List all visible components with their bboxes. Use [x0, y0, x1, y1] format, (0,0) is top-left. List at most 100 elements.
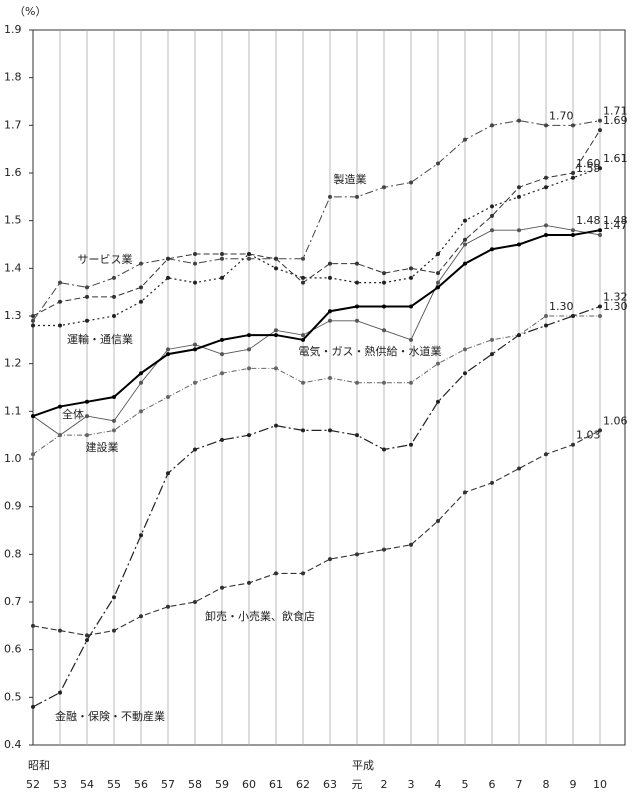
x-tick-label: 6 [489, 778, 496, 791]
x-tick-label: 63 [323, 778, 337, 791]
y-tick-label: 1.5 [4, 214, 22, 227]
data-point [247, 580, 251, 585]
series-line [32, 429, 601, 636]
value-label: 1.61 [603, 152, 628, 165]
data-point [598, 118, 602, 123]
value-label: 1.60 [576, 157, 601, 170]
series-line [33, 167, 601, 327]
data-point [58, 628, 62, 633]
data-point [517, 228, 521, 233]
data-point [355, 380, 359, 385]
data-point [544, 175, 548, 180]
data-point [490, 247, 494, 252]
data-point [139, 261, 143, 266]
data-point [166, 471, 170, 476]
data-point [274, 423, 278, 428]
data-point [436, 280, 440, 285]
data-point [58, 690, 62, 695]
data-point [463, 261, 467, 266]
data-point [112, 275, 116, 280]
data-point [274, 366, 278, 371]
y-tick-label: 0.5 [4, 690, 22, 703]
x-tick-label: 59 [215, 778, 229, 791]
data-point [571, 442, 575, 447]
series-name: 製造業 [334, 172, 367, 186]
data-point [274, 571, 278, 576]
data-point [355, 261, 359, 266]
data-point [220, 256, 224, 261]
data-point [85, 318, 89, 323]
data-point [301, 280, 305, 285]
data-point [112, 395, 116, 400]
data-point [328, 428, 332, 433]
data-point [139, 380, 143, 385]
data-point [301, 571, 305, 576]
data-point [598, 428, 602, 433]
data-point [301, 275, 305, 280]
y-tick-label: 1.9 [4, 23, 22, 36]
data-point [220, 437, 224, 442]
series-name: 建設業 [86, 440, 119, 454]
data-point [112, 314, 116, 318]
data-point [193, 447, 197, 452]
y-tick-label: 0.7 [4, 595, 22, 608]
y-tick-label: 1.4 [4, 261, 22, 274]
data-point [409, 275, 413, 280]
x-tick-label: 61 [269, 778, 283, 791]
data-point [544, 452, 548, 457]
data-point [193, 342, 197, 347]
data-point [112, 595, 116, 600]
data-point [571, 123, 575, 128]
data-point [301, 428, 305, 433]
data-point [139, 299, 143, 304]
era-label: 平成 [352, 759, 374, 772]
data-point [571, 171, 575, 175]
data-point [571, 314, 575, 318]
data-point [382, 380, 386, 385]
x-tick-label: 58 [188, 778, 202, 791]
data-point [544, 314, 548, 318]
data-point [193, 600, 197, 604]
data-point [85, 633, 89, 638]
data-point [274, 266, 278, 271]
data-point [193, 280, 197, 285]
data-point [328, 261, 332, 266]
data-point [409, 380, 413, 385]
data-point [463, 347, 467, 352]
x-tick-label: 52 [26, 778, 40, 791]
data-point [220, 352, 224, 357]
data-point [436, 285, 440, 290]
data-point [544, 185, 548, 190]
x-tick-label: 3 [408, 778, 415, 791]
value-label: 1.47 [603, 219, 628, 232]
x-tick-label: 4 [435, 778, 442, 791]
data-point [139, 371, 143, 376]
data-point [166, 347, 170, 352]
data-point [31, 314, 35, 318]
data-point [436, 399, 440, 404]
x-tick-label: 元 [352, 778, 363, 791]
series-name: 運輸・通信業 [67, 332, 133, 346]
data-point [328, 309, 332, 314]
data-point [166, 256, 170, 261]
value-label: 1.30 [549, 300, 574, 313]
data-point [382, 185, 386, 190]
data-point [112, 294, 116, 299]
series-line [32, 229, 601, 418]
data-point [517, 194, 521, 199]
y-tick-label: 1.6 [4, 166, 22, 179]
data-point [247, 256, 251, 261]
value-label: 1.06 [603, 414, 628, 427]
data-point [436, 252, 440, 257]
data-point [166, 604, 170, 609]
data-point [193, 380, 197, 385]
data-point [490, 480, 494, 485]
data-point [382, 271, 386, 276]
data-point [490, 228, 494, 233]
x-tick-label: 55 [107, 778, 121, 791]
data-point [598, 166, 602, 171]
data-point [436, 161, 440, 166]
data-point [301, 256, 305, 261]
data-point [355, 318, 359, 323]
